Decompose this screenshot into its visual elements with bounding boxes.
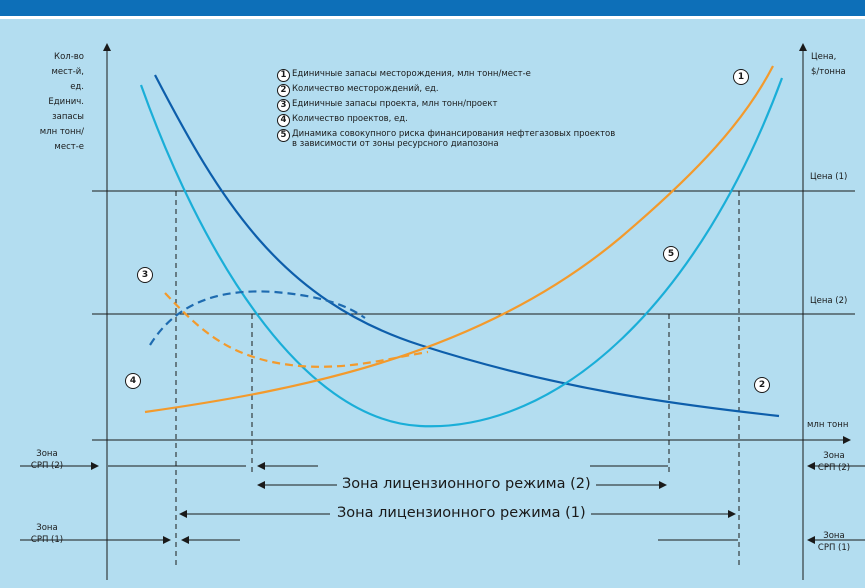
curve-field-count [139, 77, 784, 428]
curve-marker-1: 1 [733, 69, 749, 85]
license-zone-2-label: Зона лицензионного режима (2) [337, 476, 596, 492]
legend-item-1: 1 Единичные запасы месторождения, млн тон… [277, 69, 615, 84]
price-1-label: Цена (1) [810, 172, 848, 182]
zone-srp2-left: Зона СРП (2) [30, 449, 64, 471]
curve-project-reserves-dashed [164, 292, 429, 368]
legend-item-5: 5 Динамика совокупного риска финансирован… [277, 129, 615, 157]
zone-srp1-left: Зона СРП (1) [30, 523, 64, 545]
x-axis-label: млн тонн [807, 420, 849, 430]
curve-marker-4: 4 [125, 373, 141, 389]
zone-srp2-right: Зона СРП (2) [817, 451, 851, 473]
curve-marker-5: 5 [663, 246, 679, 262]
curve-marker-2: 2 [754, 377, 770, 393]
curve-field-reserves [154, 74, 780, 418]
header-band [0, 0, 865, 16]
zone-srp1-right: Зона СРП (1) [817, 531, 851, 553]
price-2-label: Цена (2) [810, 296, 848, 306]
left-axis-label: Кол-во мест-й, ед. Единич. запасы млн то… [39, 52, 84, 152]
right-axis-label: Цена, $/тонна [811, 52, 846, 77]
curve-project-count-dashed [149, 290, 366, 346]
legend-item-3: 3 Единичные запасы проекта, млн тонн/прое… [277, 99, 615, 114]
header-divider [0, 16, 865, 19]
curve-marker-3: 3 [137, 267, 153, 283]
legend: 1 Единичные запасы месторождения, млн тон… [277, 69, 615, 157]
legend-item-4: 4 Количество проектов, ед. [277, 114, 615, 129]
legend-item-2: 2 Количество месторождений, ед. [277, 84, 615, 99]
curve-project-reserves [144, 65, 774, 414]
license-zone-1-label: Зона лицензионного режима (1) [332, 505, 591, 521]
